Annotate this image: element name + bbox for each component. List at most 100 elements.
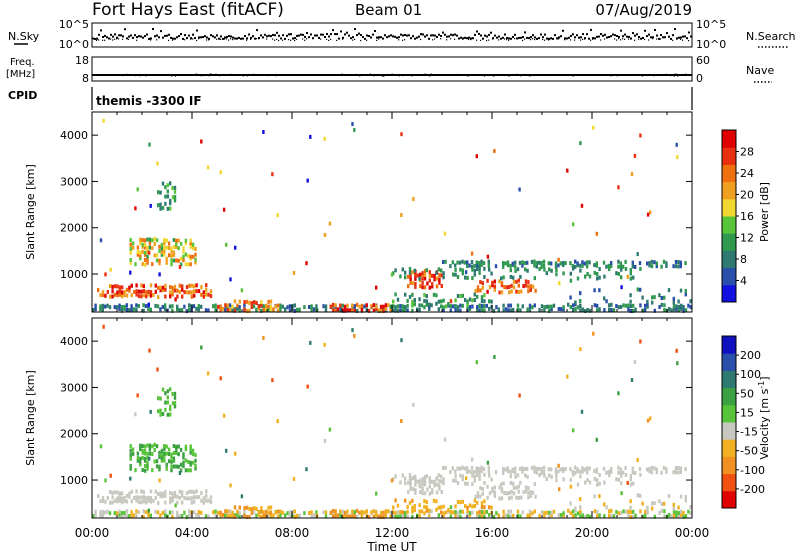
power-cell [454, 263, 457, 268]
noise-search-point [102, 39, 104, 41]
velocity-cell [650, 465, 654, 470]
velocity-cell [461, 474, 464, 479]
power-cell [298, 307, 301, 312]
power-cell [505, 285, 508, 290]
nave-point [360, 74, 362, 76]
power-cell [598, 288, 601, 293]
velocity-cell [646, 418, 650, 423]
velocity-cell [159, 491, 162, 496]
velocity-cell [250, 507, 253, 512]
velocity-cell [576, 511, 580, 516]
noise-sky-point [308, 36, 310, 39]
power-cell [569, 305, 572, 310]
velocity-cell [581, 470, 584, 474]
velocity-cell [125, 513, 128, 518]
velocity-cell [212, 510, 215, 515]
power-cell [475, 154, 478, 159]
velocity-cell [605, 470, 608, 475]
velocity-cell [555, 478, 558, 483]
velocity-cell [456, 500, 460, 504]
noise-sky-point [560, 35, 562, 38]
noise-search-point [354, 38, 356, 40]
velocity-cell [341, 514, 344, 519]
power-cell [175, 258, 178, 263]
power-cell [425, 294, 428, 299]
velocity-cell [123, 510, 126, 515]
nave-point [670, 75, 672, 77]
power-cell [529, 288, 532, 292]
velocity-cell [578, 469, 582, 474]
velocity-cell [328, 427, 332, 432]
power-cell [164, 307, 167, 312]
nave-point [641, 75, 643, 77]
power-cell [430, 303, 433, 308]
noise-sky-point [104, 34, 106, 37]
power-cell [631, 260, 634, 265]
velocity-cell [92, 514, 95, 518]
velocity-cell [194, 463, 197, 468]
power-cell [175, 242, 178, 247]
power-cell [129, 246, 132, 251]
velocity-cell [530, 465, 534, 470]
power-cell [566, 168, 569, 173]
velocity-cell [498, 485, 501, 490]
velocity-cell [620, 481, 623, 486]
power-cell [288, 304, 292, 309]
power-cell [351, 308, 354, 313]
power-cell [485, 303, 488, 308]
power-cell [221, 306, 225, 311]
velocity-cell [506, 466, 510, 471]
power-cell [171, 292, 174, 297]
power-cell [226, 303, 229, 308]
power-cell [610, 264, 613, 268]
power-cell [209, 294, 213, 298]
velocity-cell [527, 495, 530, 500]
power-cell [684, 292, 687, 297]
noise-search-point [150, 39, 152, 41]
velocity-cell [473, 469, 476, 474]
noise-sky-point [394, 35, 396, 38]
velocity-cell [394, 498, 397, 503]
power-cell [518, 260, 522, 265]
velocity-cell [135, 495, 138, 500]
velocity-cell [200, 498, 203, 503]
velocity-cell [689, 505, 692, 510]
power-cell [675, 304, 678, 309]
power-cell [520, 289, 523, 294]
velocity-cell [632, 515, 635, 519]
velocity-cell [193, 490, 196, 495]
power-cell [449, 299, 453, 304]
power-cell [498, 279, 501, 284]
velocity-cell [200, 345, 203, 350]
noise-search-point [532, 38, 534, 40]
velocity-cell [181, 490, 184, 495]
nave-point [389, 74, 391, 76]
nave-point [289, 74, 291, 76]
power-cell [123, 293, 126, 297]
velocity-cell [358, 510, 361, 515]
velocity-cell [641, 501, 644, 506]
velocity-cell [519, 480, 522, 485]
noise-sky-point [232, 36, 234, 39]
velocity-cell [588, 466, 591, 471]
power-cell [639, 303, 642, 308]
velocity-cell [500, 489, 504, 494]
velocity-cell [620, 491, 623, 496]
noise-sky-point [378, 36, 380, 39]
noise-sky-point [312, 37, 314, 40]
velocity-cell [449, 514, 452, 519]
power-cell [375, 304, 378, 309]
velocity-cell [224, 509, 227, 514]
noise-sky-point [516, 37, 518, 40]
power-cell [464, 270, 468, 275]
velocity-cell [185, 496, 189, 501]
nave-point [218, 75, 221, 77]
power-cell [615, 304, 618, 308]
velocity-cell [517, 489, 520, 494]
velocity-cell [492, 514, 496, 519]
noise-sky-point [598, 35, 600, 38]
velocity-cell [598, 481, 601, 486]
velocity-cell [401, 510, 404, 515]
noise-sky-point [392, 35, 394, 38]
power-cell [396, 304, 400, 309]
